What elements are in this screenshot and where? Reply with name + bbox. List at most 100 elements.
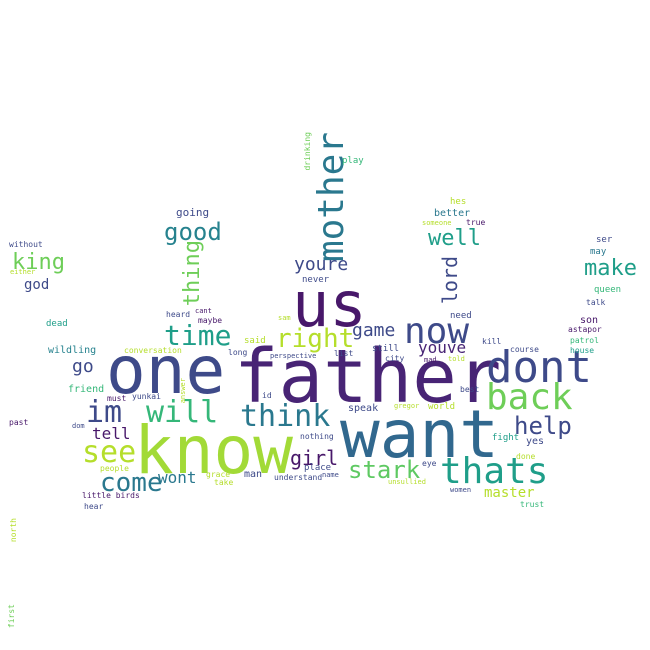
word-maybe: maybe (198, 316, 223, 325)
word-mother: mother (311, 132, 352, 263)
word-dead: dead (46, 319, 68, 329)
word-list: list (334, 349, 354, 358)
word-queen: queen (594, 285, 622, 295)
word-yes: yes (526, 436, 545, 447)
word-either: either (10, 268, 36, 276)
word-father: father (234, 334, 502, 420)
word-back: back (486, 377, 573, 418)
word-yunkai: yunkai (132, 392, 161, 401)
word-god: god (24, 277, 50, 293)
word-wildling: wildling (48, 345, 97, 356)
word-tell: tell (92, 424, 131, 443)
word-grace: grace (206, 470, 231, 479)
word-us: us (292, 268, 367, 341)
word-may: may (590, 247, 607, 257)
word-see: see (82, 435, 137, 470)
word-talk: talk (586, 298, 606, 307)
word-now: now (404, 311, 470, 352)
word-world: world (428, 402, 456, 412)
word-still: still (372, 344, 400, 354)
word-dom: dom (72, 422, 85, 430)
word-sam: sam (278, 314, 291, 322)
word-right: right (276, 324, 355, 354)
word-must: must (107, 394, 127, 403)
word-cant: cant (195, 307, 212, 315)
word-north: north (9, 518, 18, 543)
word-drinking: drinking (303, 132, 312, 171)
word-im: im (86, 395, 123, 430)
word-mad: mad (424, 356, 437, 364)
word-good: good (164, 218, 222, 246)
word-master: master (484, 485, 535, 501)
word-nothing: nothing (300, 432, 334, 441)
word-thing: thing (180, 240, 205, 307)
word-girl: girl (290, 446, 339, 470)
word-perspective: perspective (270, 352, 317, 360)
word-kill: kill (482, 337, 502, 346)
word-patrol: patrol (570, 336, 599, 345)
word-place: place (304, 463, 332, 473)
word-gregor: gregor (394, 402, 420, 410)
word-play: play (342, 156, 364, 166)
word-need: need (450, 311, 472, 321)
word-best: best (460, 385, 480, 394)
word-unsullied: unsullied (388, 478, 426, 486)
word-little-birds: little birds (82, 491, 140, 500)
word-son: son (580, 315, 599, 326)
word-think: think (240, 399, 331, 434)
word-come: come (100, 468, 163, 498)
word-trust: trust (520, 500, 545, 509)
word-want: want (340, 396, 499, 473)
word-fight: fight (492, 433, 520, 443)
word-long: long (228, 348, 248, 357)
word-help: help (514, 412, 572, 440)
word-take: take (214, 478, 234, 487)
word-thats: thats (440, 451, 549, 492)
word-people: people (100, 464, 129, 473)
word-man: man (244, 469, 263, 480)
word-ser: ser (596, 235, 613, 245)
word-eye: eye (422, 459, 437, 468)
word-past: past (9, 418, 29, 427)
word-well: well (428, 226, 481, 251)
word-name: name (322, 471, 339, 479)
word-house: house (570, 346, 595, 355)
word-never: never (302, 275, 330, 285)
word-youre: youre (294, 254, 349, 275)
word-go: go (72, 356, 94, 377)
word-dont: dont (486, 342, 592, 393)
word-make: make (584, 256, 637, 281)
word-hes: hes (450, 197, 467, 207)
word-answer: answer (179, 378, 187, 404)
word-conversation: conversation (124, 346, 182, 355)
word-true: true (466, 218, 486, 227)
word-speak: speak (348, 403, 379, 414)
word-stark: stark (348, 456, 421, 484)
word-king: king (12, 250, 65, 275)
word-heard: heard (166, 310, 191, 319)
word-city: city (385, 354, 405, 363)
word-know: know (134, 412, 293, 489)
word-done: done (516, 452, 536, 461)
word-will: will (146, 395, 219, 430)
word-women: women (450, 486, 472, 494)
word-first: first (7, 604, 16, 629)
word-youve: youve (418, 338, 467, 357)
word-said: said (244, 336, 266, 346)
word-time: time (164, 319, 232, 352)
word-game: game (352, 320, 396, 341)
word-course: course (510, 345, 539, 354)
word-without: without (9, 240, 43, 249)
word-wont: wont (158, 468, 197, 487)
word-understand: understand (274, 473, 323, 482)
word-better: better (434, 208, 471, 219)
word-lord: lord (438, 256, 462, 305)
word-someone: someone (422, 219, 452, 227)
word-id: id (262, 391, 272, 400)
word-hear: hear (84, 502, 104, 511)
word-friend: friend (68, 384, 105, 395)
word-going: going (176, 206, 210, 219)
word-told: told (448, 355, 465, 363)
word-astapor: astapor (568, 325, 602, 334)
